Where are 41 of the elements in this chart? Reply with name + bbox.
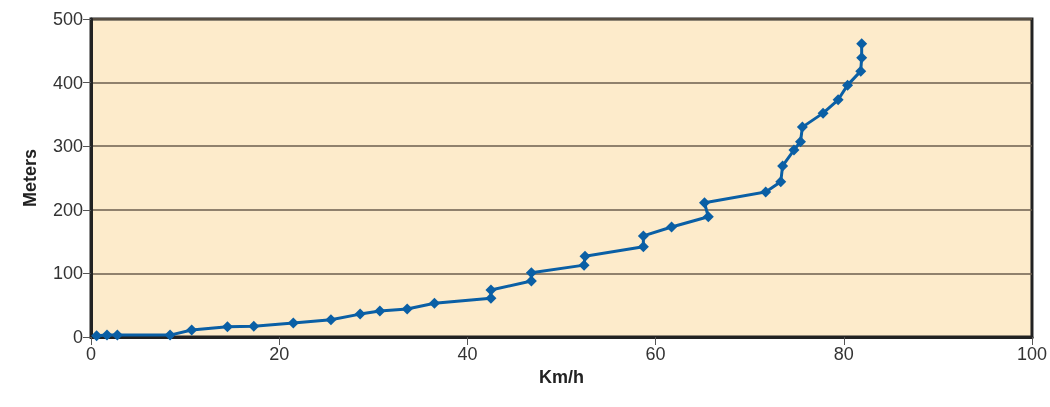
x-tick-label: 80 xyxy=(833,344,854,364)
point xyxy=(777,160,789,172)
y-axis-title: Meters xyxy=(20,148,40,208)
x-tick-label: 20 xyxy=(269,344,290,364)
point xyxy=(817,107,829,119)
point xyxy=(325,314,337,326)
point xyxy=(856,38,868,50)
point xyxy=(702,211,714,223)
y-tick-label: 400 xyxy=(52,72,83,93)
y-tick-label: 0 xyxy=(72,327,83,347)
x-axis-title: Km/h xyxy=(538,366,584,387)
point xyxy=(637,230,649,242)
x-tick-label: 40 xyxy=(457,344,478,364)
x-tick-label: 0 xyxy=(85,344,97,364)
point xyxy=(856,52,868,64)
point xyxy=(374,305,386,317)
point xyxy=(579,250,591,262)
point xyxy=(221,321,233,333)
point xyxy=(775,176,787,188)
y-tick-label: 500 xyxy=(52,9,83,29)
point xyxy=(354,308,366,320)
point xyxy=(832,94,844,106)
point xyxy=(788,144,800,156)
y-tick-label: 200 xyxy=(52,199,83,220)
y-tick-label: 300 xyxy=(52,136,83,157)
point xyxy=(760,186,772,198)
point xyxy=(637,241,649,253)
point xyxy=(796,121,808,133)
point xyxy=(428,297,440,309)
x-tick-label: 60 xyxy=(645,344,666,364)
point xyxy=(795,136,806,148)
point xyxy=(101,329,113,341)
point xyxy=(699,197,711,209)
point xyxy=(164,329,176,341)
point xyxy=(666,221,678,233)
y-tick-label: 100 xyxy=(52,263,83,284)
point xyxy=(248,320,260,332)
point xyxy=(842,79,854,91)
x-tick-label: 100 xyxy=(1016,344,1048,364)
point xyxy=(401,303,413,315)
point xyxy=(855,65,867,77)
